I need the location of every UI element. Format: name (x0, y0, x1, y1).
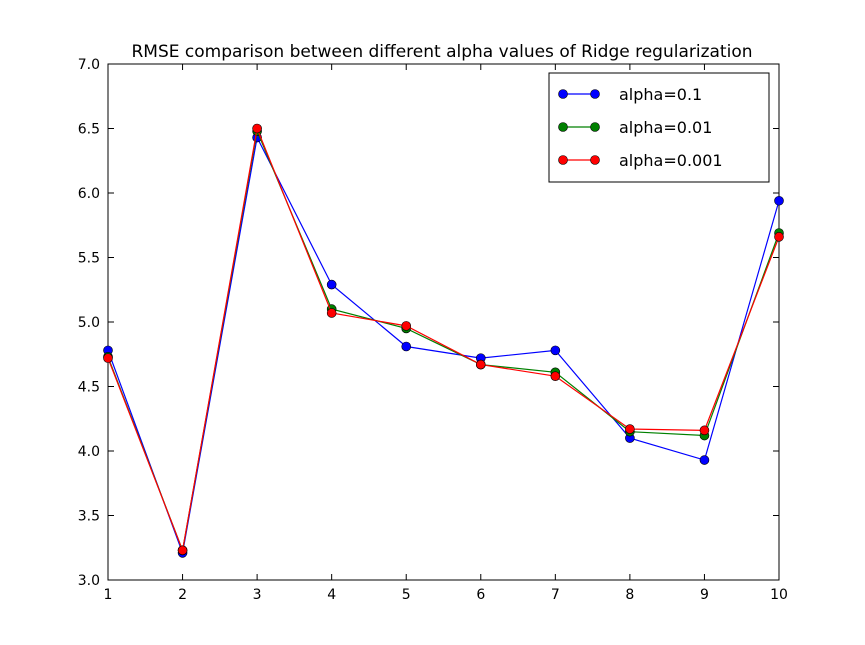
legend-marker (590, 155, 600, 165)
legend-label: alpha=0.01 (619, 118, 712, 137)
x-tick-label: 7 (551, 587, 560, 603)
legend-label: alpha=0.001 (619, 151, 723, 170)
y-tick-label: 4.0 (78, 444, 100, 460)
x-tick-label: 4 (327, 587, 336, 603)
data-point (177, 545, 188, 556)
y-tick-label: 6.0 (78, 186, 100, 202)
data-point (774, 195, 784, 206)
x-tick-label: 5 (402, 587, 411, 603)
legend-item: alpha=0.01 (558, 118, 712, 137)
x-tick-label: 8 (625, 587, 634, 603)
data-point (550, 371, 561, 381)
data-point (699, 425, 710, 436)
data-point (252, 123, 262, 134)
legend-item: alpha=0.1 (558, 85, 702, 104)
legend-marker (558, 89, 568, 99)
data-point (103, 353, 113, 363)
data-point (475, 359, 486, 370)
x-tick-label: 6 (476, 587, 485, 603)
y-tick-label: 4.5 (78, 380, 100, 396)
series-line (107, 126, 780, 553)
chart-title: RMSE comparison between different alpha … (132, 42, 753, 62)
y-tick-label: 6.5 (78, 122, 100, 138)
data-point (401, 321, 412, 331)
legend-marker (590, 89, 600, 99)
y-tick-label: 5.5 (78, 251, 100, 267)
axis-ticks: 1 2 3 4 5 6 7 8 9 10 3.0 3.5 4.0 4.5 5.0 5.5 6.0 6.5 7.0 (78, 57, 788, 603)
y-tick-label: 3.0 (78, 573, 100, 589)
data-point (326, 279, 337, 290)
x-tick-label: 1 (104, 587, 113, 603)
data-point (401, 341, 412, 352)
data-point (774, 232, 784, 242)
series-line (107, 135, 780, 556)
data-point (699, 455, 710, 465)
legend-item: alpha=0.001 (558, 151, 723, 170)
legend: alpha=0.1 alpha=0.01 alpha=0.001 (548, 72, 770, 183)
legend-box (548, 72, 770, 183)
legend-marker (558, 122, 568, 132)
x-tick-label: 10 (770, 587, 788, 603)
series-layer (103, 123, 784, 558)
y-tick-label: 5.0 (78, 315, 100, 331)
data-point (326, 308, 337, 318)
x-tick-label: 3 (253, 587, 262, 603)
legend-label: alpha=0.1 (619, 85, 702, 104)
y-tick-label: 3.5 (78, 509, 100, 525)
data-point (625, 424, 635, 434)
x-tick-label: 9 (700, 587, 709, 603)
series-2 (103, 123, 784, 556)
legend-marker (590, 122, 600, 132)
legend-marker (558, 155, 568, 165)
y-tick-label: 7.0 (78, 57, 100, 73)
data-point (550, 345, 561, 356)
x-tick-label: 2 (178, 587, 187, 603)
